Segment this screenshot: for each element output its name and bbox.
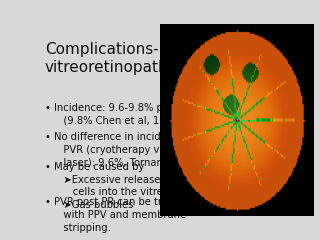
Text: Incidence: 9.6-9.8% post PR
   (9.8% Chen et al, 1988): Incidence: 9.6-9.8% post PR (9.8% Chen e… <box>54 103 194 126</box>
Text: •: • <box>45 197 51 207</box>
Text: Complications-Proliferative
vitreoretinopathy: Complications-Proliferative vitreoretino… <box>45 42 251 75</box>
Text: •: • <box>45 103 51 113</box>
Text: No difference in incidence of
   PVR (cryotherapy versus
   laser): 9.6%, Tornam: No difference in incidence of PVR (cryot… <box>54 132 213 168</box>
Text: PVR post PR can be treated
   with PPV and membrane
   stripping.: PVR post PR can be treated with PPV and … <box>54 197 190 233</box>
Text: •: • <box>45 132 51 142</box>
Text: •: • <box>45 162 51 172</box>
Text: May be caused by
   ➤Excessive release of RPE
      cells into the vitreous
   ➤: May be caused by ➤Excessive release of R… <box>54 162 195 210</box>
